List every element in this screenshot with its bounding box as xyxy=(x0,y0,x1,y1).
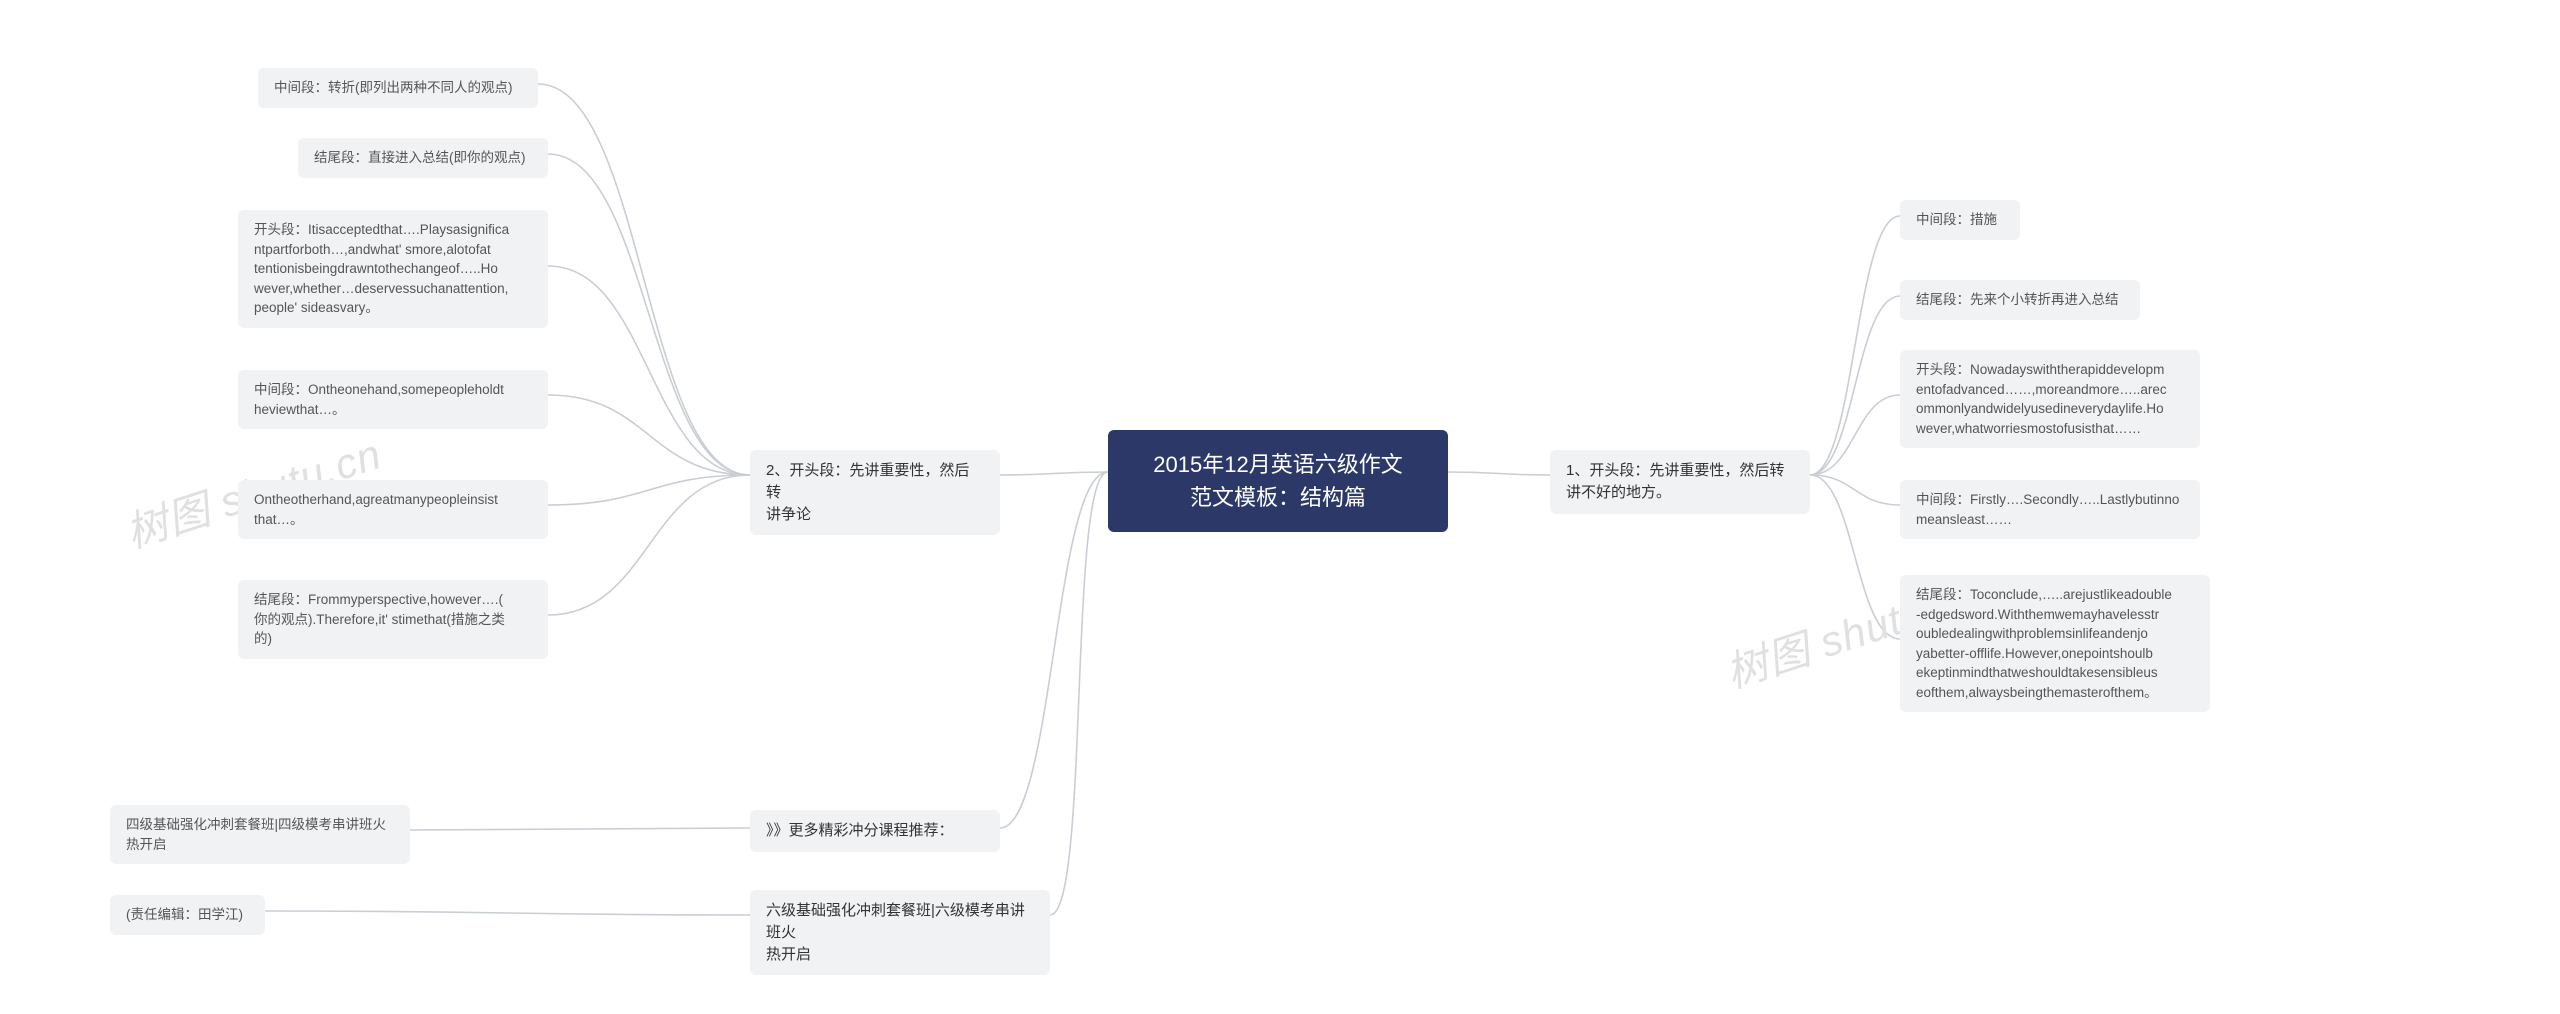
edge-b2-l2_3 xyxy=(548,266,750,475)
edge-root-b3 xyxy=(1000,472,1108,828)
edge-b1-r1_5 xyxy=(1810,475,1900,639)
node-l2_4[interactable]: 中间段：Ontheonehand,somepeopleholdtheviewth… xyxy=(238,370,548,429)
edge-b3-l3_1 xyxy=(410,828,750,830)
edge-b4-l4_1 xyxy=(265,911,750,915)
node-l3_1[interactable]: 四级基础强化冲刺套餐班|四级模考串讲班火热开启 xyxy=(110,805,410,864)
edge-b2-l2_2 xyxy=(548,154,750,475)
node-root[interactable]: 2015年12月英语六级作文范文模板：结构篇 xyxy=(1108,430,1448,532)
node-l2_1[interactable]: 中间段：转折(即列出两种不同人的观点) xyxy=(258,68,538,108)
edge-b1-r1_3 xyxy=(1810,395,1900,475)
edge-b1-r1_2 xyxy=(1810,296,1900,475)
edge-b2-l2_4 xyxy=(548,395,750,475)
node-r1_2[interactable]: 结尾段：先来个小转折再进入总结 xyxy=(1900,280,2140,320)
node-r1_4[interactable]: 中间段：Firstly….Secondly…..Lastlybutinnomea… xyxy=(1900,480,2200,539)
edge-b2-l2_1 xyxy=(538,84,750,475)
node-r1_5[interactable]: 结尾段：Toconclude,…..arejustlikeadouble-edg… xyxy=(1900,575,2210,712)
edge-b1-r1_1 xyxy=(1810,216,1900,475)
node-b1[interactable]: 1、开头段：先讲重要性，然后转讲不好的地方。 xyxy=(1550,450,1810,514)
node-l2_2[interactable]: 结尾段：直接进入总结(即你的观点) xyxy=(298,138,548,178)
edge-b2-l2_6 xyxy=(548,475,750,615)
edge-root-b4 xyxy=(1050,472,1108,915)
node-b3[interactable]: 》》更多精彩冲分课程推荐： xyxy=(750,810,1000,852)
edge-root-b2 xyxy=(1000,472,1108,475)
node-b2[interactable]: 2、开头段：先讲重要性，然后转讲争论 xyxy=(750,450,1000,535)
node-l2_3[interactable]: 开头段：Itisacceptedthat….Playsasignificantp… xyxy=(238,210,548,328)
edge-b1-r1_4 xyxy=(1810,475,1900,505)
node-l4_1[interactable]: (责任编辑：田学江) xyxy=(110,895,265,935)
node-b4[interactable]: 六级基础强化冲刺套餐班|六级模考串讲班火热开启 xyxy=(750,890,1050,975)
edge-b2-l2_5 xyxy=(548,475,750,505)
node-r1_3[interactable]: 开头段：Nowadayswiththerapiddevelopmentofadv… xyxy=(1900,350,2200,448)
mindmap-canvas: 树图 shutu.cn树图 shutu.cn2015年12月英语六级作文范文模板… xyxy=(0,0,2560,1014)
node-r1_1[interactable]: 中间段：措施 xyxy=(1900,200,2020,240)
node-l2_6[interactable]: 结尾段：Frommyperspective,however….(你的观点).Th… xyxy=(238,580,548,659)
node-l2_5[interactable]: Ontheotherhand,agreatmanypeopleinsisttha… xyxy=(238,480,548,539)
edge-root-b1 xyxy=(1448,472,1550,475)
